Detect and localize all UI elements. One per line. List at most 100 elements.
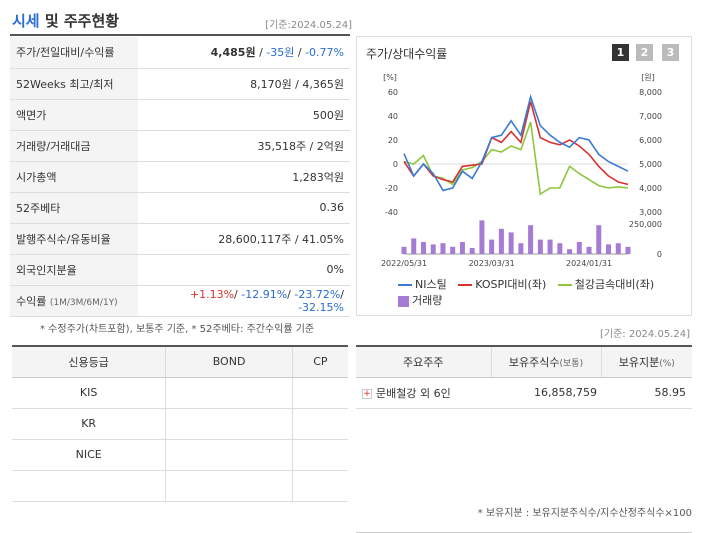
expand-icon[interactable]: + (362, 388, 372, 399)
chart-title: 주가/상대수익률 (366, 47, 448, 61)
chart-tab-2[interactable]: 2 (636, 44, 653, 61)
col-header: CP (291, 345, 348, 378)
cp-grade (291, 408, 348, 440)
chart-legend: NI스틸 KOSPI대비(좌) 철강금속대비(좌) (398, 276, 654, 292)
col-header: 보유주식수(보통) (490, 345, 601, 378)
volume-bar (557, 243, 563, 254)
holder-pct: 58.95 (601, 377, 692, 409)
col-header: 보유지분(%) (600, 345, 692, 378)
page-title: 시세 및 주주현황 (12, 12, 120, 30)
volume-bar (567, 249, 573, 254)
legend-item-s1: NI스틸 (398, 278, 447, 291)
holders-base-date: [기준: 2024.05.24] (599, 329, 690, 340)
row-value: 8,170원 / 4,365원 (138, 68, 350, 100)
empty-cell (12, 470, 166, 502)
table-row: 발행주식수/유동비율 28,600,117주 / 41.05% (10, 223, 350, 255)
left-tick-label: 0 (393, 160, 398, 169)
row-label: 주가/전일대비/수익률 (10, 37, 138, 69)
volume-bar (459, 242, 465, 254)
volume-bar (537, 239, 543, 254)
right-tick-label: 8,000 (639, 88, 662, 97)
table-row: 수익률 (1M/3M/6M/1Y) +1.13%/ -12.91%/ -23.7… (10, 285, 350, 317)
right-tick-label: 4,000 (639, 184, 662, 193)
volume-tick-label: 0 (657, 250, 662, 259)
table-row: 액면가 500원 (10, 99, 350, 131)
volume-bar (586, 246, 592, 254)
row-label: 52Weeks 최고/최저 (10, 68, 138, 100)
table-header: 신용등급 BOND CP (12, 345, 348, 378)
volume-bar (625, 246, 631, 254)
right-axis-unit: [원] (641, 73, 655, 82)
shareholders-table: 주요주주 보유주식수(보통) 보유지분(%) + 문배철강 외 6인 16,858… (356, 345, 692, 533)
volume-bar (450, 246, 456, 254)
right-tick-label: 7,000 (639, 112, 662, 121)
base-date: [기준:2024.05.24] (265, 20, 352, 31)
volume-bar (518, 243, 524, 254)
credit-table: 신용등급 BOND CP KIS KR NICE (12, 345, 348, 502)
row-value: 1,283억원 (138, 161, 350, 193)
legend-item-s3: 철강금속대비(좌) (557, 278, 654, 291)
left-axis-unit: [%] (383, 73, 397, 82)
table-row: 시가총액 1,283억원 (10, 161, 350, 193)
volume-tick-label: 250,000 (629, 220, 662, 229)
table-row (356, 408, 692, 533)
col-header: 주요주주 (356, 345, 491, 378)
volume-bar (615, 243, 621, 254)
bond-grade (165, 408, 293, 440)
row-label: 시가총액 (10, 161, 138, 193)
right-tick-label: 6,000 (639, 136, 662, 145)
volume-bar (596, 225, 602, 254)
volume-bar (401, 246, 407, 254)
table-row: + 문배철강 외 6인 16,858,759 58.95 (356, 377, 692, 409)
row-label: 발행주식수/유동비율 (10, 223, 138, 255)
table-row (12, 470, 348, 502)
divider (10, 34, 350, 36)
volume-bar (420, 242, 426, 254)
footnote: * 수정주가(차트포함), 보통주 기준, * 52주베타: 주간수익률 기준 (40, 324, 315, 335)
row-value: 35,518주 / 2억원 (138, 130, 350, 162)
table-row: KR (12, 408, 348, 440)
volume-bar (411, 238, 417, 254)
chart-tab-3[interactable]: 3 (662, 44, 679, 61)
bond-grade (165, 377, 293, 409)
x-tick-label: 2022/05/31 (381, 259, 427, 268)
empty-cell (291, 470, 348, 502)
x-tick-label: 2023/03/31 (469, 259, 515, 268)
table-row: 외국인지분율 0% (10, 254, 350, 286)
bond-grade (165, 439, 293, 471)
x-tick-label: 2024/01/31 (566, 259, 612, 268)
holder-shares: 16,858,759 (491, 377, 601, 409)
left-tick-label: -20 (385, 184, 398, 193)
row-value: 28,600,117주 / 41.05% (138, 223, 350, 255)
left-tick-label: 20 (388, 136, 398, 145)
row-label: 외국인지분율 (10, 254, 138, 286)
volume-bar (606, 244, 612, 254)
table-row: 52Weeks 최고/최저 8,170원 / 4,365원 (10, 68, 350, 100)
row-value: 0.36 (138, 192, 350, 224)
empty-cell (165, 470, 293, 502)
footnote: * 보유지분 : 보유지분주식수/지수산정주식수×100 (477, 508, 692, 519)
row-label: 수익률 (1M/3M/6M/1Y) (10, 285, 138, 317)
holder-name[interactable]: + 문배철강 외 6인 (356, 377, 491, 409)
chart-tab-1[interactable]: 1 (612, 44, 629, 61)
price-chart: [%] [원] 60 8,000 40 7,000 20 6,000 0 5,000 -20 4,00… (381, 73, 662, 268)
volume-bar (528, 225, 534, 254)
table-row: KIS (12, 377, 348, 409)
series-line-3 (403, 121, 629, 196)
table-row: 거래량/거래대금 35,518주 / 2억원 (10, 130, 350, 162)
row-value: 0% (138, 254, 350, 286)
left-tick-label: -40 (385, 208, 398, 217)
volume-bar (440, 243, 446, 254)
chart-panel (356, 36, 692, 316)
row-value: 500원 (138, 99, 350, 131)
legend-item-s4: 거래량 (398, 292, 442, 308)
row-label: 52주베타 (10, 192, 138, 224)
row-value: +1.13%/ -12.91%/ -23.72%/ -32.15% (138, 285, 350, 317)
right-tick-label: 3,000 (639, 208, 662, 217)
volume-bar (547, 239, 553, 254)
price-info-table: 주가/전일대비/수익률 4,485원 / -35원 / -0.77% 52Wee… (10, 37, 350, 317)
table-row: 주가/전일대비/수익률 4,485원 / -35원 / -0.77% (10, 37, 350, 69)
table-row: 52주베타 0.36 (10, 192, 350, 224)
row-value: 4,485원 / -35원 / -0.77% (138, 37, 350, 69)
col-header: BOND (165, 345, 293, 378)
